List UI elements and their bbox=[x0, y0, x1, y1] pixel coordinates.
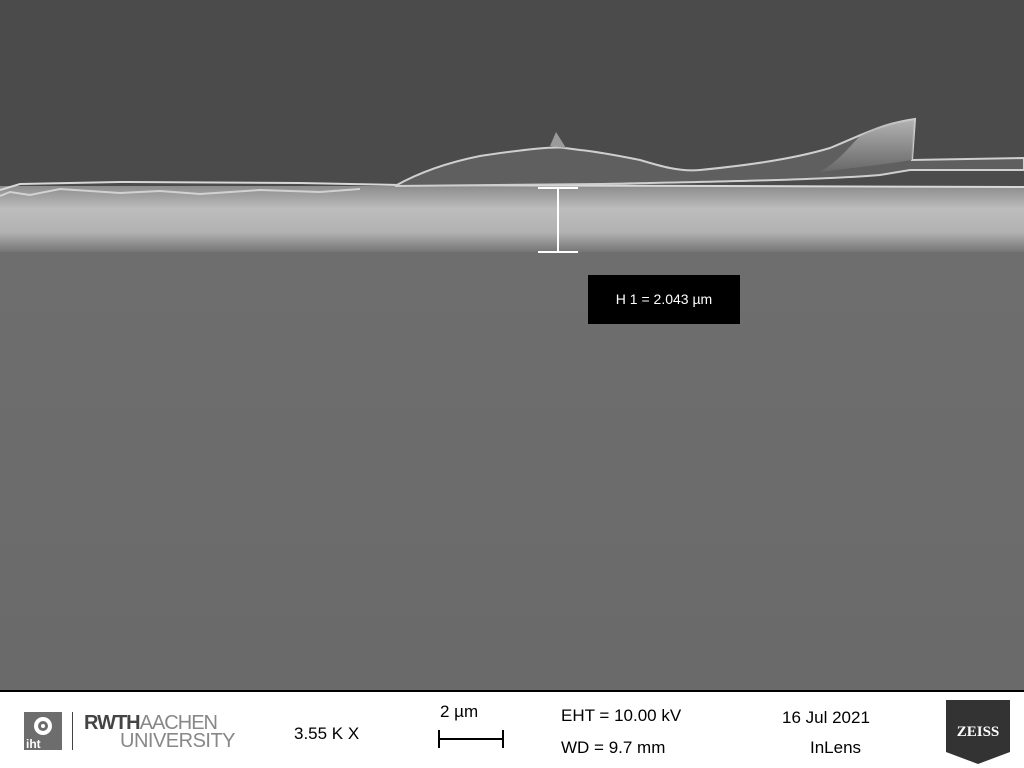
height-measurement-marker bbox=[538, 187, 578, 253]
zeiss-logo-text: ZEISS bbox=[957, 724, 1000, 740]
edge-debris bbox=[0, 187, 361, 197]
iht-logo-text: iht bbox=[26, 737, 41, 751]
eht-value: EHT = 10.00 kV bbox=[561, 706, 682, 725]
acquisition-date: 16 Jul 2021 bbox=[782, 708, 870, 727]
logo-divider bbox=[72, 712, 73, 750]
substrate-region bbox=[0, 250, 1024, 690]
iht-logo-icon: iht bbox=[24, 712, 62, 751]
rwth-logo-university: UNIVERSITY bbox=[120, 730, 236, 752]
flake-highlight bbox=[820, 119, 915, 172]
sem-micrograph bbox=[0, 0, 1024, 690]
rwth-logo-rwth: RWTH bbox=[84, 712, 141, 734]
rwth-logo-aachen: AACHEN bbox=[139, 712, 218, 734]
wd-value: WD = 9.7 mm bbox=[561, 738, 666, 757]
measurement-label: H 1 = 2.043 µm bbox=[588, 275, 740, 324]
film-layer bbox=[0, 186, 1024, 252]
detector-name: InLens bbox=[810, 738, 862, 757]
scale-bar-label: 2 µm bbox=[440, 702, 479, 721]
zeiss-logo-icon: ZEISS bbox=[946, 700, 1010, 764]
scale-bar bbox=[438, 730, 504, 748]
rwth-logo: RWTHAACHEN bbox=[84, 712, 218, 735]
magnification: 3.55 K X bbox=[294, 724, 360, 743]
info-bar: iht RWTHAACHEN UNIVERSITY 3.55 K X 2 µm … bbox=[0, 690, 1024, 768]
flake-spike bbox=[550, 132, 566, 148]
